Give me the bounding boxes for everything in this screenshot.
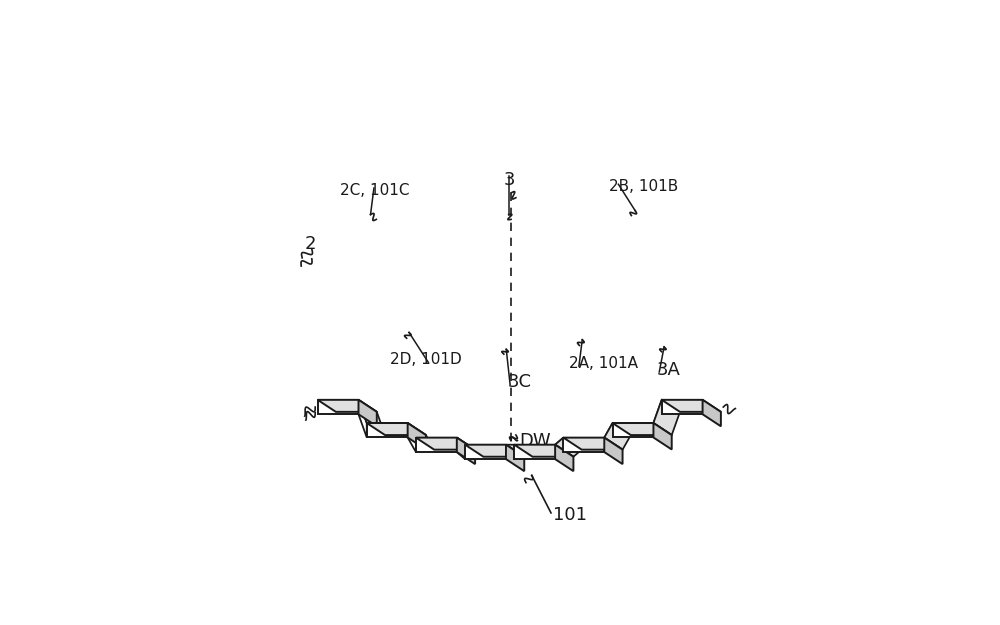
Polygon shape bbox=[457, 438, 465, 459]
Polygon shape bbox=[457, 438, 475, 464]
Polygon shape bbox=[506, 445, 524, 471]
Polygon shape bbox=[703, 400, 721, 426]
Polygon shape bbox=[318, 400, 377, 412]
Polygon shape bbox=[408, 423, 426, 449]
Text: 3C: 3C bbox=[508, 373, 532, 391]
Text: 2: 2 bbox=[305, 236, 316, 253]
Polygon shape bbox=[506, 445, 514, 459]
Text: 3: 3 bbox=[504, 171, 515, 189]
Polygon shape bbox=[416, 438, 457, 452]
Polygon shape bbox=[653, 423, 672, 449]
Text: 2C, 101C: 2C, 101C bbox=[340, 183, 410, 198]
Polygon shape bbox=[367, 423, 408, 438]
Polygon shape bbox=[613, 423, 653, 438]
Polygon shape bbox=[555, 445, 573, 471]
Polygon shape bbox=[465, 445, 524, 457]
Polygon shape bbox=[555, 438, 582, 457]
Text: 3A: 3A bbox=[657, 361, 681, 379]
Polygon shape bbox=[514, 445, 555, 459]
Polygon shape bbox=[318, 400, 359, 414]
Text: DW: DW bbox=[519, 432, 550, 450]
Text: 2A, 101A: 2A, 101A bbox=[569, 356, 638, 371]
Text: 2B, 101B: 2B, 101B bbox=[609, 179, 678, 194]
Polygon shape bbox=[604, 423, 631, 449]
Text: 101: 101 bbox=[553, 506, 587, 524]
Polygon shape bbox=[359, 400, 367, 437]
Polygon shape bbox=[367, 423, 426, 435]
Polygon shape bbox=[506, 445, 533, 457]
Polygon shape bbox=[604, 423, 613, 452]
Polygon shape bbox=[359, 400, 377, 426]
Polygon shape bbox=[408, 423, 416, 452]
Polygon shape bbox=[662, 400, 721, 412]
Polygon shape bbox=[465, 445, 506, 459]
Polygon shape bbox=[653, 400, 680, 435]
Polygon shape bbox=[555, 438, 563, 459]
Polygon shape bbox=[359, 400, 385, 435]
Polygon shape bbox=[563, 438, 604, 452]
Polygon shape bbox=[563, 438, 623, 449]
Polygon shape bbox=[408, 423, 434, 449]
Polygon shape bbox=[416, 438, 475, 449]
Polygon shape bbox=[604, 438, 623, 464]
Polygon shape bbox=[514, 445, 573, 457]
Text: 2D, 101D: 2D, 101D bbox=[390, 352, 462, 367]
Polygon shape bbox=[613, 423, 672, 435]
Polygon shape bbox=[653, 400, 662, 437]
Polygon shape bbox=[662, 400, 703, 414]
Polygon shape bbox=[457, 438, 483, 457]
